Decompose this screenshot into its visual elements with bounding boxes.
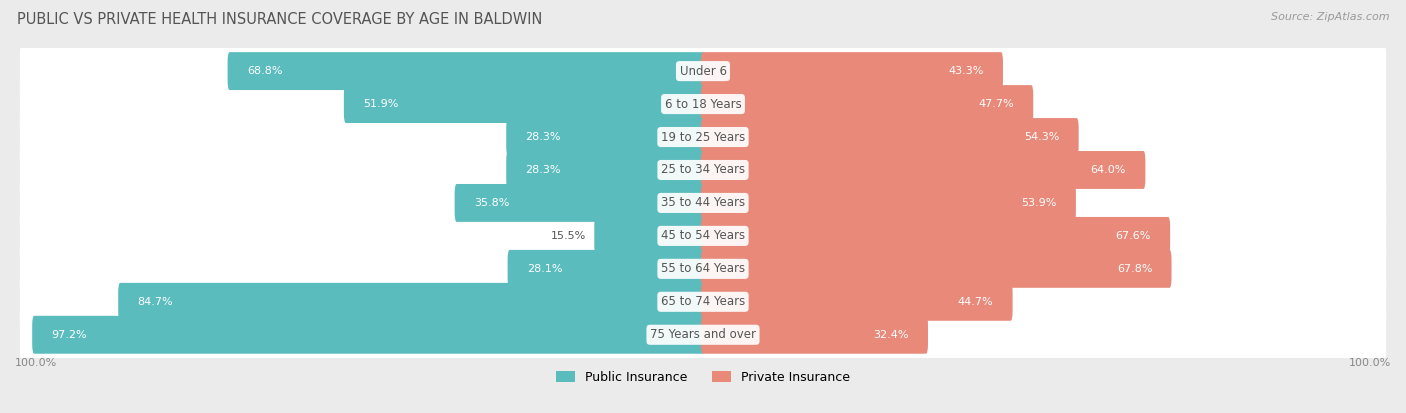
FancyBboxPatch shape xyxy=(702,85,1033,123)
Text: 68.8%: 68.8% xyxy=(247,66,283,76)
Text: 45 to 54 Years: 45 to 54 Years xyxy=(661,229,745,242)
FancyBboxPatch shape xyxy=(702,316,928,354)
Text: Source: ZipAtlas.com: Source: ZipAtlas.com xyxy=(1271,12,1389,22)
FancyBboxPatch shape xyxy=(118,283,704,321)
Text: 100.0%: 100.0% xyxy=(15,358,58,368)
Text: 28.3%: 28.3% xyxy=(526,165,561,175)
Text: 32.4%: 32.4% xyxy=(873,330,908,340)
Text: 28.1%: 28.1% xyxy=(527,264,562,274)
Text: 19 to 25 Years: 19 to 25 Years xyxy=(661,131,745,144)
Text: 44.7%: 44.7% xyxy=(957,297,993,307)
Text: 53.9%: 53.9% xyxy=(1021,198,1057,208)
FancyBboxPatch shape xyxy=(595,217,704,255)
FancyBboxPatch shape xyxy=(506,151,704,189)
Text: 51.9%: 51.9% xyxy=(363,99,398,109)
FancyBboxPatch shape xyxy=(20,78,1386,130)
Text: 35 to 44 Years: 35 to 44 Years xyxy=(661,197,745,209)
Text: Under 6: Under 6 xyxy=(679,64,727,78)
FancyBboxPatch shape xyxy=(508,250,704,288)
FancyBboxPatch shape xyxy=(20,45,1386,97)
Text: PUBLIC VS PRIVATE HEALTH INSURANCE COVERAGE BY AGE IN BALDWIN: PUBLIC VS PRIVATE HEALTH INSURANCE COVER… xyxy=(17,12,543,27)
FancyBboxPatch shape xyxy=(702,217,1170,255)
Text: 67.6%: 67.6% xyxy=(1115,231,1152,241)
Legend: Public Insurance, Private Insurance: Public Insurance, Private Insurance xyxy=(551,366,855,389)
FancyBboxPatch shape xyxy=(702,118,1078,156)
FancyBboxPatch shape xyxy=(20,210,1386,261)
FancyBboxPatch shape xyxy=(20,243,1386,294)
Text: 25 to 34 Years: 25 to 34 Years xyxy=(661,164,745,176)
FancyBboxPatch shape xyxy=(20,144,1386,196)
FancyBboxPatch shape xyxy=(20,112,1386,163)
Text: 55 to 64 Years: 55 to 64 Years xyxy=(661,262,745,275)
FancyBboxPatch shape xyxy=(702,250,1171,288)
FancyBboxPatch shape xyxy=(20,276,1386,328)
Text: 75 Years and over: 75 Years and over xyxy=(650,328,756,341)
Text: 15.5%: 15.5% xyxy=(551,231,586,241)
Text: 84.7%: 84.7% xyxy=(138,297,173,307)
FancyBboxPatch shape xyxy=(702,151,1146,189)
Text: 100.0%: 100.0% xyxy=(1348,358,1391,368)
Text: 35.8%: 35.8% xyxy=(474,198,509,208)
FancyBboxPatch shape xyxy=(20,177,1386,229)
Text: 65 to 74 Years: 65 to 74 Years xyxy=(661,295,745,308)
FancyBboxPatch shape xyxy=(228,52,704,90)
Text: 43.3%: 43.3% xyxy=(948,66,984,76)
FancyBboxPatch shape xyxy=(454,184,704,222)
Text: 54.3%: 54.3% xyxy=(1024,132,1059,142)
FancyBboxPatch shape xyxy=(702,283,1012,321)
FancyBboxPatch shape xyxy=(702,52,1002,90)
Text: 47.7%: 47.7% xyxy=(979,99,1014,109)
FancyBboxPatch shape xyxy=(20,309,1386,361)
Text: 28.3%: 28.3% xyxy=(526,132,561,142)
FancyBboxPatch shape xyxy=(702,184,1076,222)
FancyBboxPatch shape xyxy=(32,316,704,354)
FancyBboxPatch shape xyxy=(344,85,704,123)
Text: 97.2%: 97.2% xyxy=(52,330,87,340)
Text: 6 to 18 Years: 6 to 18 Years xyxy=(665,97,741,111)
Text: 64.0%: 64.0% xyxy=(1091,165,1126,175)
Text: 67.8%: 67.8% xyxy=(1116,264,1153,274)
FancyBboxPatch shape xyxy=(506,118,704,156)
